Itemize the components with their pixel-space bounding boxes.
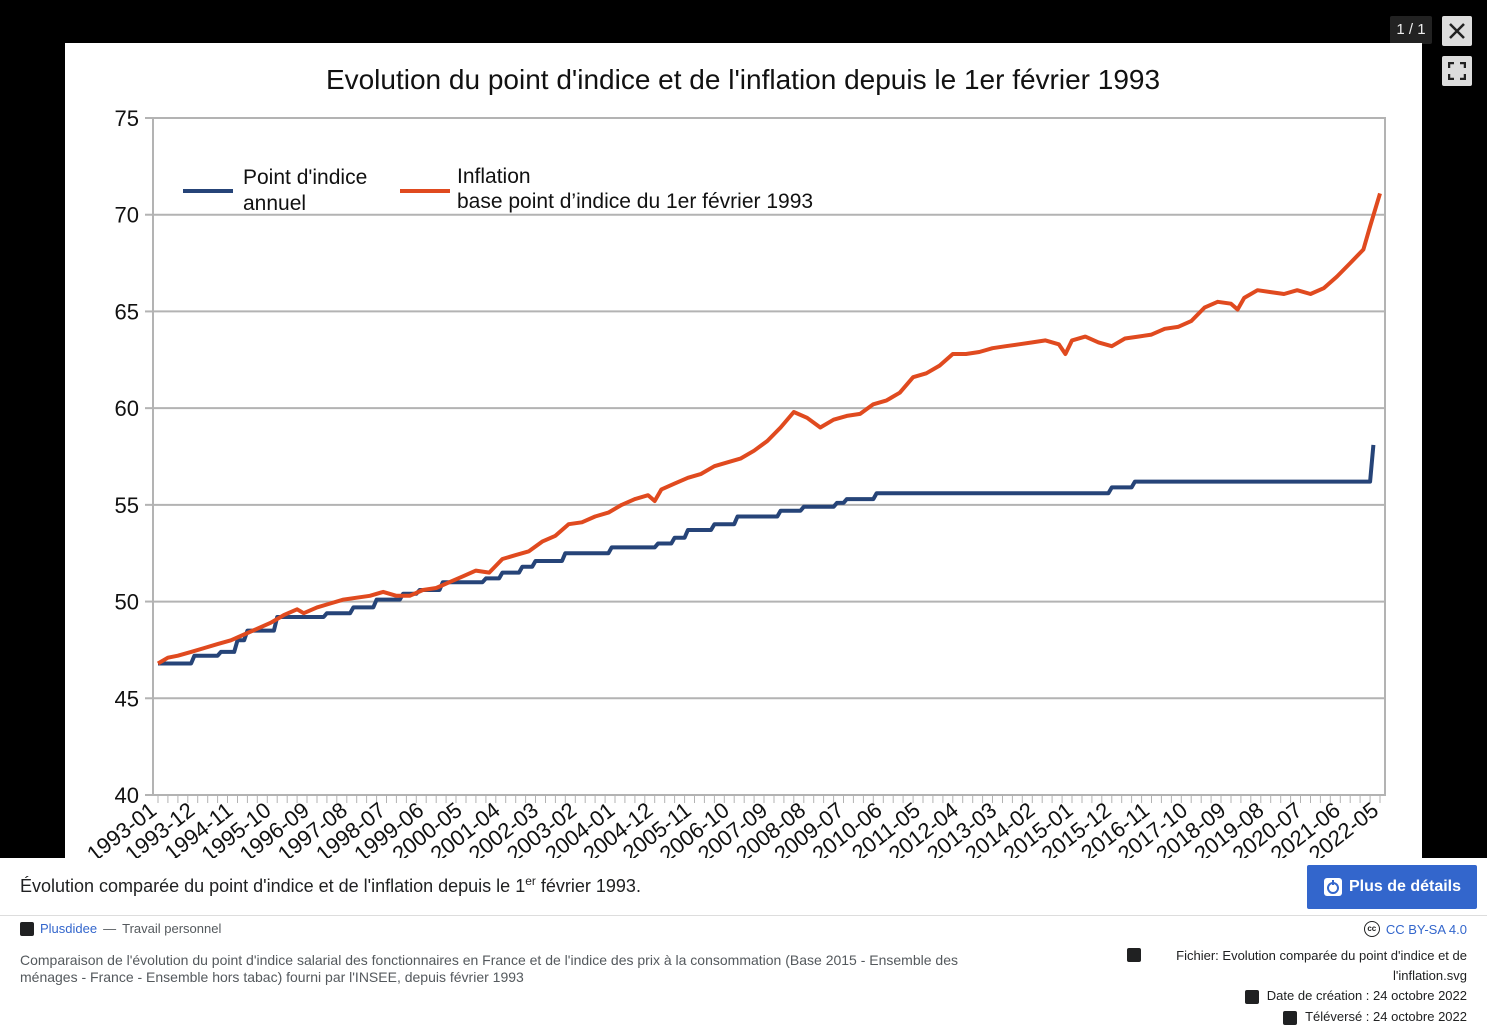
y-tick-label: 45: [115, 686, 139, 711]
chart-title: Evolution du point d'indice et de l'infl…: [326, 64, 1160, 95]
legend-label-point-1: Point d'indice: [243, 166, 367, 189]
cc-icon: cc: [1363, 921, 1380, 937]
file-name: Fichier: Evolution comparée du point d'i…: [1127, 946, 1467, 986]
clock-icon: [1283, 1011, 1298, 1025]
author-work: Travail personnel: [122, 920, 222, 936]
close-icon: [1449, 23, 1465, 39]
close-button[interactable]: [1442, 16, 1472, 46]
x-minor-ticks: [157, 795, 1381, 803]
chart-image: Evolution du point d'indice et de l'infl…: [65, 43, 1422, 858]
divider: [0, 915, 1487, 916]
author-separator: —: [103, 920, 117, 936]
file-name-label: Fichier: Evolution comparée du point d'i…: [1176, 948, 1467, 983]
y-tick-label: 60: [115, 396, 139, 421]
license-label: CC BY-SA 4.0: [1385, 921, 1467, 937]
chart-legend: Point d'indice annuel Inflation base poi…: [183, 165, 813, 215]
series-line-point-indice: [158, 444, 1376, 666]
y-tick-label: 70: [115, 203, 139, 228]
more-details-button[interactable]: Plus de détails: [1307, 865, 1477, 909]
caption-sup: er: [525, 874, 536, 888]
license-link[interactable]: cc CC BY-SA 4.0: [1363, 921, 1467, 937]
image-counter: 1 / 1: [1390, 16, 1432, 44]
legend-label-inflation-2: base point d’indice du 1er février 1993: [457, 190, 813, 213]
plot-frame: [152, 117, 1386, 796]
series-line-inflation: [156, 192, 1382, 666]
creation-date: Date de création : 24 octobre 2022: [1244, 988, 1467, 1004]
commons-icon: [1323, 878, 1342, 896]
user-icon: [20, 922, 34, 936]
y-tick-label: 75: [115, 106, 139, 131]
upload-date-label: Téléversé : 24 octobre 2022: [1305, 1009, 1467, 1024]
author-row: Plusdidee — Travail personnel: [20, 920, 221, 936]
fullscreen-icon: [1448, 62, 1466, 80]
file-description: Comparaison de l'évolution du point d'in…: [20, 952, 958, 985]
y-tick-label: 65: [115, 299, 139, 324]
upload-date: Téléversé : 24 octobre 2022: [1283, 1009, 1467, 1025]
legend-label-point-2: annuel: [243, 192, 306, 215]
media-viewer: 1 / 1 Evolution du point d'indice et de …: [65, 16, 1472, 858]
fullscreen-button[interactable]: [1442, 56, 1472, 86]
y-tick-label: 40: [115, 783, 139, 808]
image-caption: Évolution comparée du point d'indice et …: [20, 874, 641, 897]
author-link[interactable]: Plusdidee: [40, 920, 98, 936]
y-tick-label: 50: [115, 590, 139, 615]
legend-label-inflation-1: Inflation: [457, 165, 531, 188]
caption-after: février 1993.: [535, 876, 641, 896]
file-info-panel: Évolution comparée du point d'indice et …: [0, 858, 1487, 1030]
line-chart: Evolution du point d'indice et de l'infl…: [82, 64, 1386, 858]
more-details-label: Plus de détails: [1348, 878, 1462, 895]
clock-icon: [1244, 990, 1259, 1004]
creation-date-label: Date de création : 24 octobre 2022: [1266, 988, 1467, 1003]
image-icon: [1127, 948, 1141, 962]
y-tick-label: 55: [115, 493, 139, 518]
caption-before: Évolution comparée du point d'indice et …: [20, 876, 526, 896]
